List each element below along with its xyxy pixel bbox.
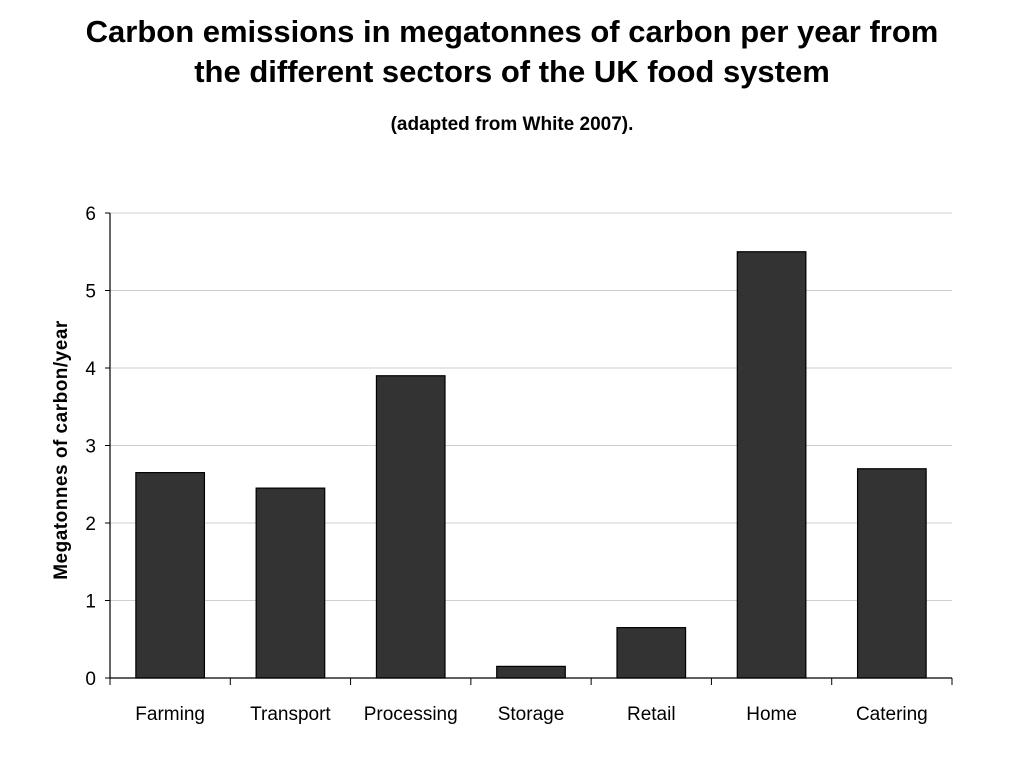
bar-processing: [375, 375, 446, 679]
axes: [105, 212, 953, 685]
y-tick-label: 3: [85, 437, 96, 458]
bar-catering: [856, 468, 927, 679]
y-tick-label: 5: [85, 282, 96, 303]
y-tick-label: 0: [85, 669, 96, 690]
bar-retail: [616, 627, 687, 679]
y-axis-label: Megatonnes of carbon/year: [51, 320, 72, 580]
bar-storage: [496, 665, 566, 679]
x-tick-label: Transport: [250, 704, 331, 725]
labels: 0 1 2 3 4 5 6 Farming Transport Processing Storage…: [85, 204, 927, 725]
bar-farming: [135, 472, 206, 679]
gridlines: [110, 212, 952, 601]
x-tick-label: Storage: [498, 704, 565, 725]
x-tick-label: Home: [746, 704, 797, 725]
bars: [135, 251, 927, 679]
bar-transport: [255, 487, 326, 679]
x-tick-label: Farming: [135, 704, 205, 725]
x-tick-label: Catering: [856, 704, 928, 725]
y-tick-label: 4: [85, 359, 96, 380]
y-tick-label: 2: [85, 514, 96, 535]
chart-title-line-1: Carbon emissions in megatonnes of carbon…: [85, 14, 939, 49]
chart-subtitle: (adapted from White 2007).: [390, 114, 634, 135]
bar-home: [736, 251, 807, 679]
chart-title-line-2: the different sectors of the UK food sys…: [194, 54, 830, 89]
x-tick-label: Retail: [627, 704, 676, 725]
y-tick-label: 6: [85, 204, 96, 225]
y-tick-label: 1: [85, 592, 96, 613]
x-tick-label: Processing: [364, 704, 458, 725]
chart-title: Carbon emissions in megatonnes of carbon…: [0, 12, 1024, 92]
